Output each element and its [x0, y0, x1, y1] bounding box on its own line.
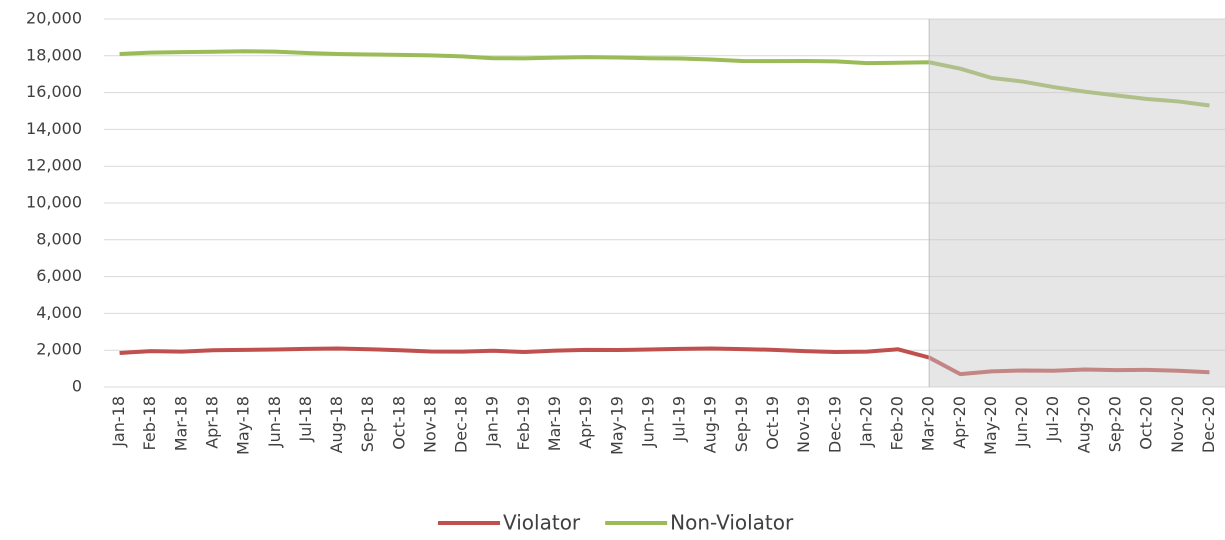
x-tick-label: Dec-19 [825, 396, 844, 453]
legend-label: Non-Violator [670, 511, 794, 535]
highlight-region [929, 19, 1225, 387]
y-tick-label: 4,000 [36, 303, 82, 322]
x-tick-label: Jun-18 [265, 396, 284, 448]
y-tick-label: 20,000 [26, 9, 82, 28]
x-tick-label: Sep-19 [732, 396, 751, 452]
x-tick-label: Jul-19 [670, 396, 689, 442]
y-tick-label: 2,000 [36, 340, 82, 359]
x-tick-label: Jan-18 [109, 396, 128, 448]
x-tick-label: May-20 [981, 396, 1000, 455]
y-tick-label: 0 [72, 377, 82, 396]
x-tick-label: Feb-19 [514, 396, 533, 450]
x-tick-label: Dec-18 [452, 396, 471, 453]
y-tick-label: 16,000 [26, 82, 82, 101]
x-tick-label: Sep-18 [358, 396, 377, 452]
legend-label: Violator [503, 511, 581, 535]
x-tick-label: Apr-18 [202, 396, 221, 449]
x-tick-label: Jan-19 [483, 396, 502, 448]
y-tick-label: 14,000 [26, 119, 82, 138]
x-tick-label: Sep-20 [1106, 396, 1125, 452]
y-tick-label: 6,000 [36, 266, 82, 285]
x-tick-label: Aug-20 [1074, 396, 1093, 453]
x-tick-label: Jan-20 [856, 396, 875, 448]
x-tick-label: Feb-20 [888, 396, 907, 450]
x-tick-label: Nov-19 [794, 396, 813, 453]
legend: Violator Non-Violator [438, 511, 794, 535]
y-tick-label: 10,000 [26, 193, 82, 212]
x-tick-label: Jun-20 [1012, 396, 1031, 448]
x-tick-label: Oct-19 [763, 396, 782, 450]
x-tick-label: Apr-20 [950, 396, 969, 449]
x-tick-label: Mar-18 [171, 396, 190, 451]
y-tick-label: 12,000 [26, 156, 82, 175]
x-tick-label: Nov-20 [1168, 396, 1187, 453]
x-tick-label: May-19 [607, 396, 626, 455]
series-line [119, 346, 1210, 377]
x-tick-label: Aug-19 [701, 396, 720, 453]
x-tick-label: Dec-20 [1199, 396, 1218, 453]
x-tick-label: Oct-20 [1137, 396, 1156, 450]
x-tick-label: Jul-20 [1043, 396, 1062, 442]
x-tick-label: Aug-18 [327, 396, 346, 453]
x-tick-label: Mar-19 [545, 396, 564, 451]
x-tick-label: Feb-18 [140, 396, 159, 450]
x-tick-label: Apr-19 [576, 396, 595, 449]
x-tick-label: Jun-19 [638, 396, 657, 448]
x-tick-label: Jul-18 [296, 396, 315, 442]
x-tick-label: Oct-18 [389, 396, 408, 450]
y-tick-label: 18,000 [26, 45, 82, 64]
series-line [119, 49, 1210, 108]
y-tick-label: 8,000 [36, 229, 82, 248]
x-tick-label: Mar-20 [919, 396, 938, 451]
x-tick-label: Nov-18 [420, 396, 439, 453]
x-tick-label: May-18 [234, 396, 253, 455]
